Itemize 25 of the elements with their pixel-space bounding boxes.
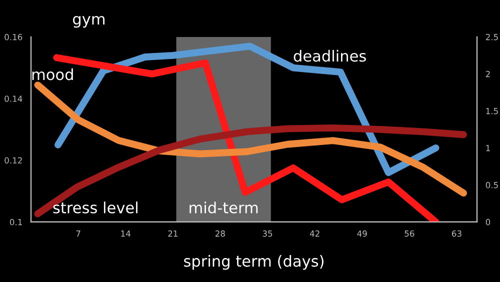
x-tick-label: 14	[121, 230, 130, 237]
y2-tick-label: 0	[486, 218, 490, 226]
y2-tick-label: 2	[486, 70, 490, 78]
y2-tick-label: 1.5	[486, 108, 498, 114]
y-tick-label: 0.14	[4, 96, 22, 102]
y-tick-label: 0.1	[10, 218, 22, 226]
x-tick-label: 49	[357, 230, 367, 237]
x-axis-title: spring term (days)	[184, 255, 324, 270]
series-label: stress level	[53, 202, 138, 214]
y2-tick-label: 0.5	[486, 182, 498, 188]
y2-tick-label: 1	[486, 145, 490, 152]
band-label: mid-term	[190, 202, 258, 214]
x-tick-label: 28	[216, 230, 225, 237]
series-label: mood	[32, 68, 73, 80]
x-tick-label: 7	[76, 230, 80, 237]
x-tick-label: 56	[404, 230, 414, 237]
text: gym	[73, 16, 104, 28]
x-tick-label: 42	[310, 230, 320, 237]
x-tick-label: 35	[262, 230, 272, 237]
y-tick-label: 0.12	[4, 157, 22, 164]
x-tick-label: 63	[452, 230, 462, 237]
series-label: deadlines	[294, 50, 366, 62]
y-tick-label: 0.16	[4, 34, 22, 40]
x-tick-label: 21	[168, 230, 178, 237]
y2-tick-label: 2.5	[486, 34, 498, 40]
